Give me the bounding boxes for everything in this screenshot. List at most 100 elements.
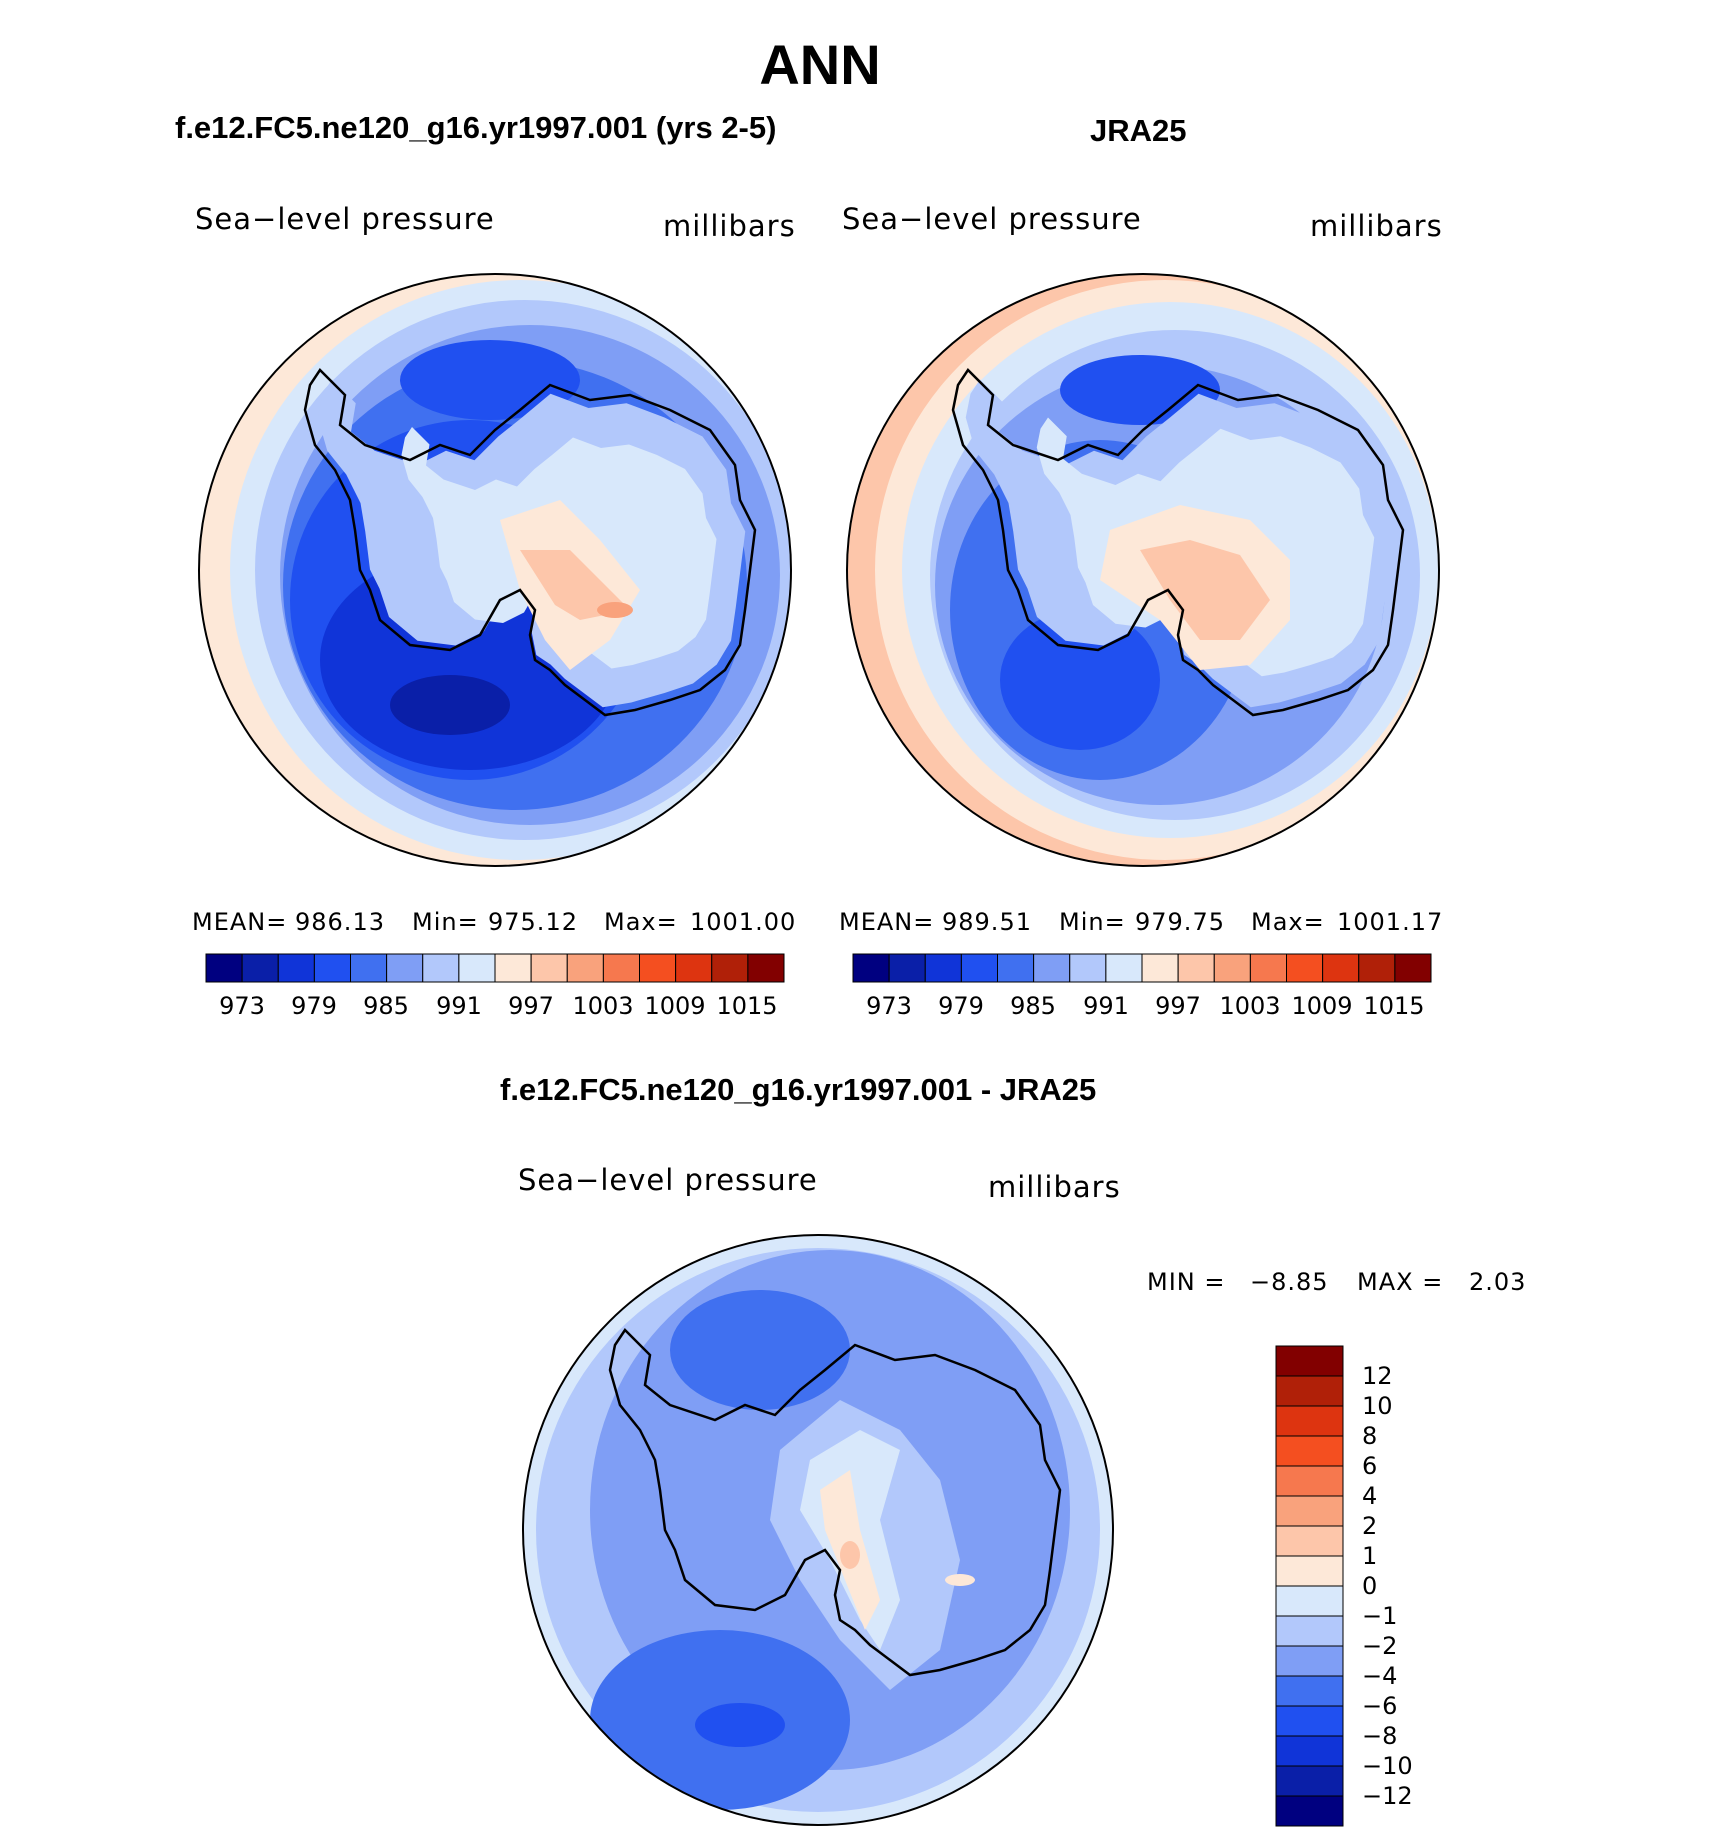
model-colorbar-swatch <box>639 953 677 983</box>
model-mean-label: MEAN= <box>192 908 288 936</box>
diff-colorbar-swatch <box>1275 1675 1344 1707</box>
diff-colorbar-swatch <box>1275 1555 1344 1587</box>
diff-colorbar-swatch <box>1275 1465 1344 1497</box>
obs-colorbar-tick: 1003 <box>1219 992 1281 1020</box>
obs-colorbar-tick: 997 <box>1155 992 1201 1020</box>
model-colorbar <box>205 953 785 983</box>
diff-colorbar-swatch <box>1275 1735 1344 1767</box>
diff-colorbar-tick: 6 <box>1362 1452 1378 1480</box>
model-colorbar-swatch <box>566 953 604 983</box>
obs-max-label: Max= <box>1251 908 1325 936</box>
model-colorbar-tick: 997 <box>508 992 554 1020</box>
model-colorbar-swatch <box>241 953 279 983</box>
diff-colorbar-tick: 4 <box>1362 1482 1378 1510</box>
model-mean-value: 986.13 <box>295 908 385 936</box>
diff-colorbar-tick: −1 <box>1362 1602 1398 1630</box>
obs-colorbar-swatch <box>1394 953 1432 983</box>
model-colorbar-tick: 979 <box>291 992 337 1020</box>
obs-colorbar <box>852 953 1432 983</box>
obs-max-value: 1001.17 <box>1337 908 1444 936</box>
obs-min-label: Min= <box>1059 908 1126 936</box>
diff-case-title: f.e12.FC5.ne120_g16.yr1997.001 - JRA25 <box>500 1072 1097 1107</box>
diff-colorbar-tick: 12 <box>1362 1362 1393 1390</box>
diff-colorbar-swatch <box>1275 1405 1344 1437</box>
diff-max-value: 2.03 <box>1469 1268 1527 1296</box>
model-map <box>198 273 792 867</box>
obs-colorbar-swatch <box>1105 953 1143 983</box>
model-colorbar-swatch <box>350 953 388 983</box>
model-units-label: millibars <box>663 209 796 243</box>
diff-colorbar-swatch <box>1275 1345 1344 1377</box>
diff-colorbar-swatch <box>1275 1585 1344 1617</box>
model-colorbar-swatch <box>422 953 460 983</box>
obs-mean-label: MEAN= <box>839 908 935 936</box>
obs-colorbar-tick: 973 <box>866 992 912 1020</box>
model-variable-label: Sea−level pressure <box>195 202 495 236</box>
diff-min-value: −8.85 <box>1250 1268 1329 1296</box>
diff-max-label: MAX = <box>1357 1268 1444 1296</box>
diff-min-label: MIN = <box>1147 1268 1226 1296</box>
diff-units-label: millibars <box>988 1170 1121 1204</box>
obs-variable-label: Sea−level pressure <box>842 202 1142 236</box>
diff-colorbar-swatch <box>1275 1645 1344 1677</box>
diff-colorbar-swatch <box>1275 1615 1344 1647</box>
model-min-value: 975.12 <box>488 908 578 936</box>
model-colorbar-tick: 973 <box>219 992 265 1020</box>
diff-colorbar <box>1275 1345 1344 1827</box>
model-case-title: f.e12.FC5.ne120_g16.yr1997.001 (yrs 2-5) <box>175 110 777 145</box>
obs-colorbar-swatch <box>924 953 962 983</box>
model-colorbar-swatch <box>494 953 532 983</box>
diff-colorbar-tick: 2 <box>1362 1512 1378 1540</box>
obs-colorbar-swatch <box>1177 953 1215 983</box>
model-colorbar-tick: 1003 <box>572 992 634 1020</box>
obs-colorbar-tick: 1015 <box>1363 992 1425 1020</box>
diff-colorbar-swatch <box>1275 1435 1344 1467</box>
diff-colorbar-tick: −6 <box>1362 1692 1398 1720</box>
obs-colorbar-swatch <box>1322 953 1360 983</box>
obs-colorbar-swatch <box>852 953 890 983</box>
diff-colorbar-swatch <box>1275 1495 1344 1527</box>
diff-colorbar-swatch <box>1275 1795 1344 1827</box>
obs-colorbar-swatch <box>1249 953 1288 983</box>
model-min-label: Min= <box>412 908 479 936</box>
model-colorbar-tick: 991 <box>436 992 482 1020</box>
diff-map <box>522 1234 1114 1826</box>
main-title: ANN <box>759 33 881 96</box>
diff-variable-label: Sea−level pressure <box>518 1163 818 1197</box>
model-max-value: 1001.00 <box>690 908 797 936</box>
obs-colorbar-swatch <box>888 953 926 983</box>
obs-colorbar-swatch <box>1141 953 1179 983</box>
diff-colorbar-tick: 8 <box>1362 1422 1378 1450</box>
obs-map <box>846 273 1440 867</box>
obs-min-value: 979.75 <box>1135 908 1225 936</box>
diff-colorbar-swatch <box>1275 1525 1344 1557</box>
model-colorbar-swatch <box>277 953 315 983</box>
obs-mean-value: 989.51 <box>942 908 1032 936</box>
obs-case-title: JRA25 <box>1090 113 1187 148</box>
diff-colorbar-tick: −10 <box>1362 1752 1413 1780</box>
obs-colorbar-tick: 991 <box>1083 992 1129 1020</box>
obs-colorbar-tick: 985 <box>1010 992 1056 1020</box>
diff-colorbar-tick: 1 <box>1362 1542 1378 1570</box>
obs-colorbar-tick: 979 <box>938 992 984 1020</box>
model-colorbar-swatch <box>458 953 496 983</box>
obs-colorbar-swatch <box>1033 953 1071 983</box>
model-colorbar-swatch <box>530 953 568 983</box>
model-colorbar-swatch <box>602 953 641 983</box>
obs-units-label: millibars <box>1310 209 1443 243</box>
obs-colorbar-swatch <box>997 953 1035 983</box>
diff-colorbar-tick: 10 <box>1362 1392 1393 1420</box>
model-colorbar-tick: 1009 <box>644 992 706 1020</box>
diff-colorbar-tick: −4 <box>1362 1662 1398 1690</box>
obs-colorbar-swatch <box>1069 953 1107 983</box>
model-colorbar-tick: 985 <box>363 992 409 1020</box>
diff-colorbar-swatch <box>1275 1705 1344 1737</box>
model-colorbar-swatch <box>313 953 352 983</box>
diff-colorbar-tick: −12 <box>1362 1782 1413 1810</box>
model-colorbar-swatch <box>675 953 713 983</box>
model-colorbar-swatch <box>747 953 785 983</box>
obs-colorbar-swatch <box>1358 953 1396 983</box>
diff-colorbar-tick: 0 <box>1362 1572 1378 1600</box>
